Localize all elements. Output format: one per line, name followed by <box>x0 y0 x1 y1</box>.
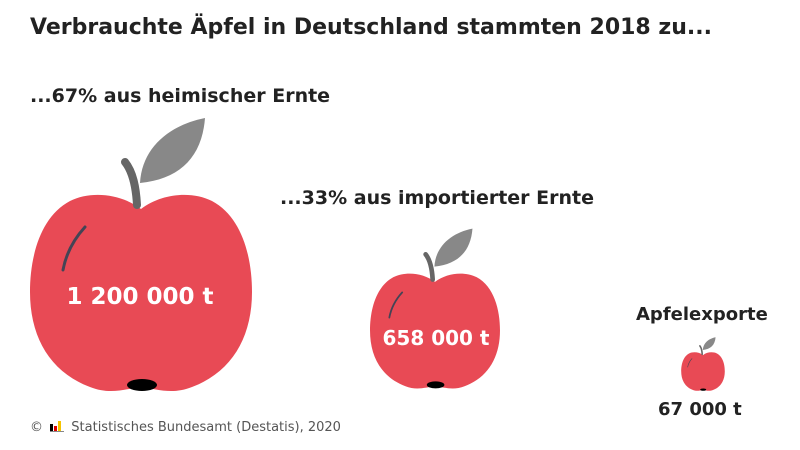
chart-title: Verbrauchte Äpfel in Deutschland stammte… <box>30 15 712 40</box>
copyright-symbol: © <box>30 420 43 435</box>
heading-exports: Apfelexporte <box>636 304 768 325</box>
value-label-imported: 658 000 t <box>382 326 490 350</box>
heading-domestic: ...67% aus heimischer Ernte <box>30 85 331 107</box>
source-text: Statistisches Bundesamt (Destatis), 2020 <box>71 420 341 435</box>
value-label-domestic: 1 200 000 t <box>66 284 214 310</box>
apple-icon-exports <box>681 337 725 391</box>
heading-imported: ...33% aus importierter Ernte <box>280 187 595 209</box>
apple-icon-domestic <box>30 117 252 392</box>
destatis-logo-icon <box>50 421 65 432</box>
apple-icon-imported <box>370 228 500 389</box>
source-credit: © Statistisches Bundesamt (Destatis), 20… <box>30 420 341 435</box>
value-label-exports: 67 000 t <box>658 399 742 420</box>
